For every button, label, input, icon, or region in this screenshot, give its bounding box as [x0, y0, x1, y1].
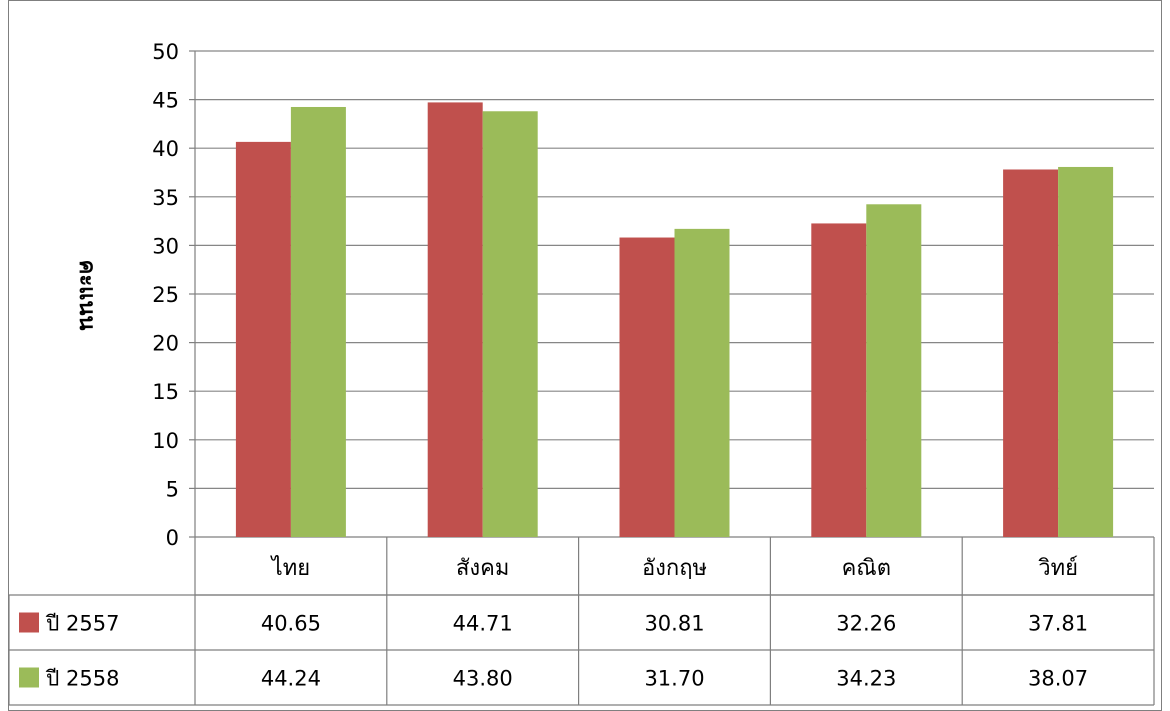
y-tick-label: 10 [152, 429, 179, 453]
category-label: วิทย์ [1038, 556, 1078, 581]
bar-2557 [1003, 169, 1059, 537]
data-label: 32.26 [836, 612, 896, 636]
data-label: 40.65 [261, 612, 321, 636]
bar-2558 [482, 111, 538, 537]
category-label: สังคม [456, 556, 509, 581]
legend-key-2557 [19, 612, 39, 633]
y-tick-label: 0 [166, 526, 179, 550]
bars [235, 102, 1114, 538]
y-tick-label: 50 [152, 40, 179, 64]
y-tick-label: 5 [166, 477, 179, 501]
data-label: 30.81 [644, 612, 704, 636]
category-label: คณิต [842, 556, 891, 581]
category-label: ไทย [270, 555, 310, 581]
bar-2558 [1058, 166, 1114, 537]
data-label: 31.70 [644, 667, 704, 691]
y-axis-label: คะแนน [74, 260, 99, 331]
category-label: อังกฤษ [642, 556, 707, 581]
series-name: ปี 2558 [45, 667, 119, 691]
y-tick-label: 15 [152, 380, 179, 404]
y-tick-label: 30 [152, 234, 179, 258]
y-axis-ticks: 0 5 10 15 20 25 30 35 40 45 50 [152, 40, 179, 550]
data-label: 44.24 [261, 667, 321, 691]
chart-border [8, 0, 1162, 711]
bar-2558 [290, 106, 346, 538]
series-name: ปี 2557 [45, 612, 119, 636]
data-label: 43.80 [453, 667, 513, 691]
bar-2558 [674, 228, 730, 537]
bar-chart: คะแนน 0 5 10 15 20 25 30 35 40 45 50 ไทย สังคม อังกฤ… [8, 0, 1162, 711]
data-label: 44.71 [453, 612, 513, 636]
bar-2557 [619, 237, 675, 537]
y-tick-label: 40 [152, 137, 179, 161]
chart-container: คะแนน 0 5 10 15 20 25 30 35 40 45 50 ไทย สังคม อังกฤ… [8, 0, 1162, 711]
y-tick-label: 20 [152, 332, 179, 356]
bar-2558 [866, 204, 922, 537]
y-tick-label: 45 [152, 89, 179, 113]
bar-2557 [235, 141, 291, 537]
data-table: ไทย สังคม อังกฤษ คณิต วิทย์ปี 2557 40.65 44.71… [8, 537, 1155, 706]
y-tick-label: 35 [152, 186, 179, 210]
data-label: 38.07 [1028, 667, 1088, 691]
data-label: 34.23 [836, 667, 896, 691]
legend-key-2558 [19, 667, 39, 688]
data-label: 37.81 [1028, 612, 1088, 636]
bar-2557 [811, 223, 867, 537]
bar-2557 [427, 102, 483, 538]
y-tick-label: 25 [152, 283, 179, 307]
